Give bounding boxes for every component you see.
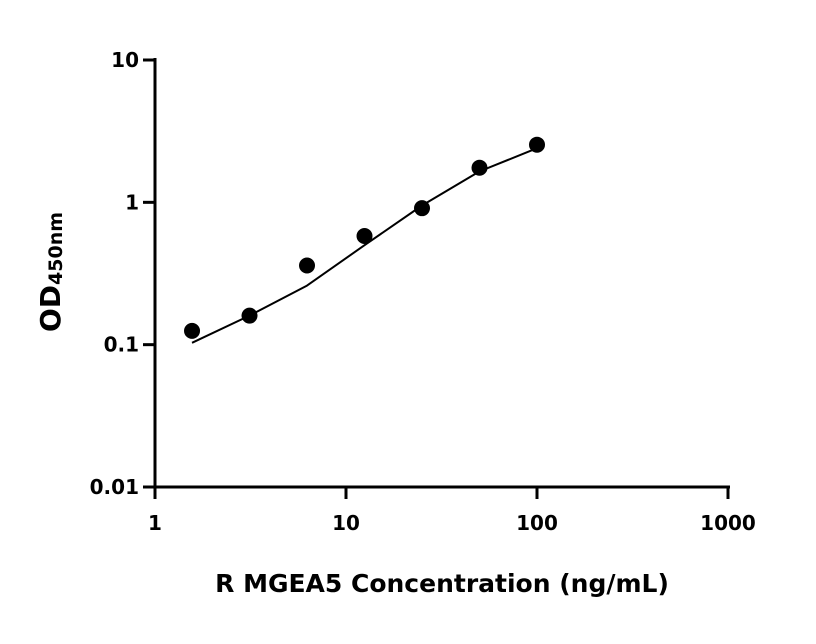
y-tick-label: 10: [111, 48, 139, 72]
y-label-main: OD: [34, 285, 67, 332]
data-point: [356, 228, 373, 245]
x-tick-label: 10: [332, 511, 360, 535]
data-point: [529, 136, 545, 153]
y-tick-label: 0.1: [104, 333, 139, 357]
x-tick-label: 1000: [700, 511, 756, 535]
x-tick-label: 1: [148, 511, 162, 535]
y-axis-label: OD450nm: [34, 212, 67, 332]
y-label-sub: 450nm: [45, 212, 67, 285]
y-tick-label: 0.01: [90, 475, 139, 499]
x-axis-label: R MGEA5 Concentration (ng/mL): [215, 569, 669, 598]
data-point: [184, 322, 201, 339]
x-tick-label: 100: [516, 511, 558, 535]
fit-curve: [191, 147, 538, 344]
data-point: [299, 257, 316, 274]
y-tick-label: 1: [125, 190, 139, 214]
data-point: [471, 159, 488, 176]
